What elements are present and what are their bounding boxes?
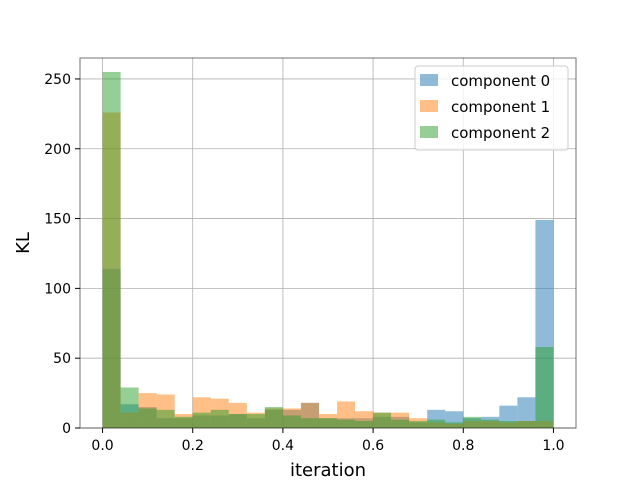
y-axis-label: KL [13,232,34,254]
histogram-bar-component-2 [517,421,536,428]
histogram-bar-component-2 [318,418,338,428]
histogram-bar-component-2 [373,412,392,428]
histogram-bar-component-2 [228,414,247,428]
histogram-bar-component-2 [210,409,229,428]
histogram-bar-component-2 [174,416,193,428]
legend: component 0 component 1 component 2 [414,65,569,151]
x-tick-label: 0.8 [452,438,474,454]
y-tick-label: 0 [62,421,71,437]
x-axis-label: iteration [290,460,366,480]
x-tick-label: 1.0 [542,438,564,454]
y-tick-label: 150 [44,212,71,228]
legend-swatch-component-0 [420,74,438,86]
histogram-bar-component-2 [300,418,319,428]
y-tick-label: 50 [53,351,71,367]
x-tick-label: 0.0 [91,438,113,454]
histogram-bar-component-2 [138,408,157,428]
y-tick-label: 200 [44,142,71,158]
histogram-bar-component-2 [337,419,356,428]
legend-swatch-component-2 [420,126,438,138]
histogram-bar-component-2 [535,347,554,428]
histogram-bars [102,71,554,429]
histogram-bar-component-2 [246,414,265,428]
histogram-bar-component-2 [156,409,175,428]
y-tick-label: 100 [44,281,71,297]
histogram-bar-component-2 [355,421,374,428]
histogram-bar-component-2 [264,407,283,428]
x-tick-label: 0.4 [272,438,294,454]
histogram-bar-component-2 [427,419,446,428]
y-tick-label: 250 [44,72,71,88]
legend-swatch-component-1 [420,100,438,112]
x-tick-label: 0.6 [362,438,384,454]
histogram-bar-component-2 [391,419,410,428]
histogram-bar-component-2 [192,412,211,428]
histogram-bar-component-2 [282,415,301,428]
histogram-bar-component-2 [409,421,428,428]
legend-frame [414,65,569,151]
legend-label-component-1: component 1 [451,98,550,116]
histogram-bar-component-2 [102,71,121,428]
histogram-bar-component-0 [517,397,536,428]
x-tick-label: 0.2 [182,438,204,454]
plot-frame [79,57,577,429]
legend-label-component-2: component 2 [451,124,550,142]
histogram-bar-component-2 [120,387,139,428]
axis-ticks: 0.0 0.2 0.4 0.6 0.8 1.0 0 50 100 150 200 250 [44,72,564,454]
legend-label-component-0: component 0 [451,72,550,90]
histogram-bar-component-2 [445,422,464,428]
histogram-bar-component-2 [499,421,518,428]
histogram-bar-component-2 [481,419,500,428]
histogram-bar-component-2 [463,416,482,428]
